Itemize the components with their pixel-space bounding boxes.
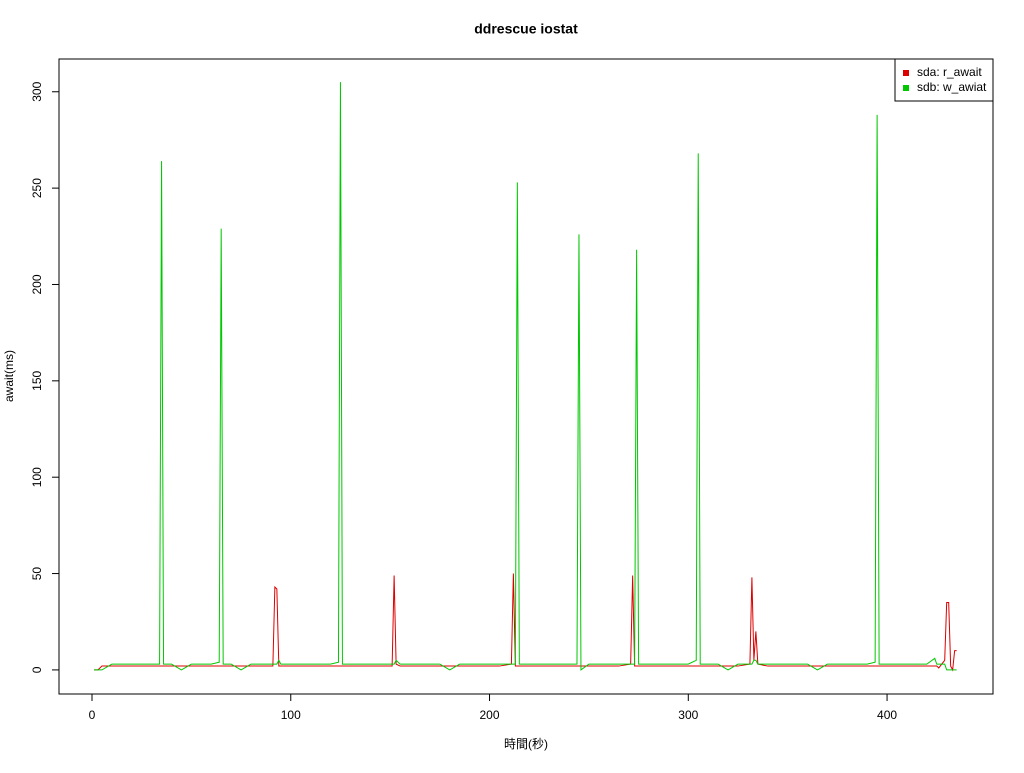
chart-title: ddrescue iostat	[474, 21, 578, 37]
y-tick-label: 150	[30, 371, 44, 391]
series-line	[93, 573, 957, 672]
x-axis-label: 時間(秒)	[504, 737, 548, 751]
y-axis-label: await(ms)	[2, 350, 16, 402]
x-tick-label: 400	[877, 708, 897, 722]
y-tick-label: 100	[30, 467, 44, 487]
x-tick-label: 200	[480, 708, 500, 722]
y-tick-label: 250	[30, 178, 44, 198]
series-line	[93, 82, 957, 671]
y-tick-label: 0	[30, 666, 44, 673]
x-tick-label: 300	[678, 708, 698, 722]
legend-swatch	[903, 85, 909, 91]
x-tick-label: 0	[89, 708, 96, 722]
y-tick-label: 200	[30, 274, 44, 294]
plot-frame	[58, 58, 994, 695]
y-tick-label: 300	[30, 81, 44, 101]
y-tick-label: 50	[30, 567, 44, 581]
legend-swatch	[903, 70, 909, 76]
legend-label: sdb: w_awiat	[917, 80, 987, 94]
x-tick-label: 100	[281, 708, 301, 722]
legend-label: sda: r_await	[917, 65, 982, 79]
legend-box	[894, 58, 994, 102]
